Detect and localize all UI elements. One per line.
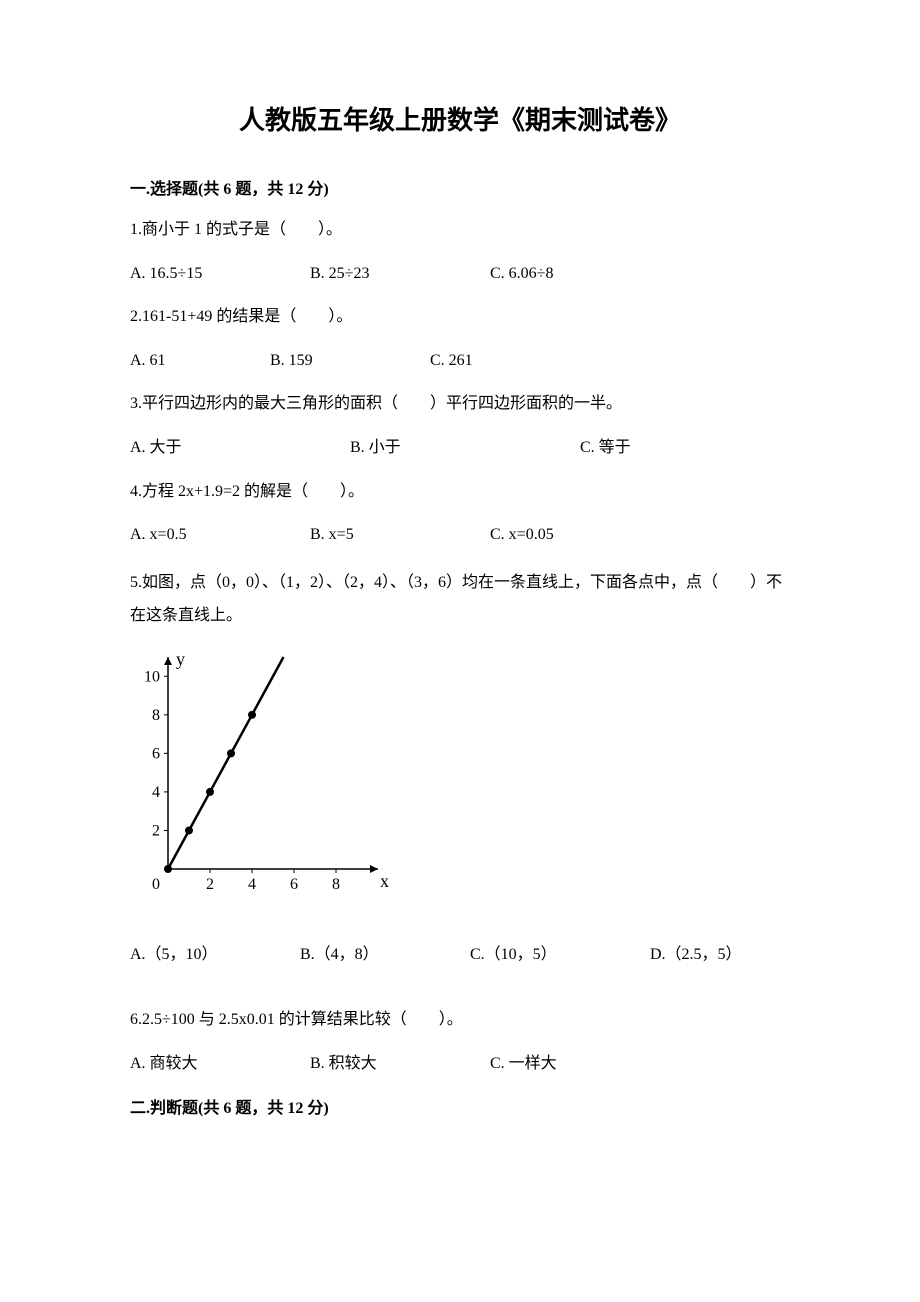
q5-chart: 0 2 4 6 8 2 4 6 8 10 x y <box>130 651 790 912</box>
question-2: 2.161-51+49 的结果是（ ）。 A. 61 B. 159 C. 261 <box>130 304 790 373</box>
q4-text: 4.方程 2x+1.9=2 的解是（ ）。 <box>130 479 790 505</box>
q2-optB: B. 159 <box>270 348 430 374</box>
q6-text: 6.2.5÷100 与 2.5x0.01 的计算结果比较（ ）。 <box>130 1007 790 1033</box>
q3-optC: C. 等于 <box>580 435 631 461</box>
q1-text: 1.商小于 1 的式子是（ ）。 <box>130 217 790 243</box>
q4-optA: A. x=0.5 <box>130 522 310 548</box>
svg-text:0: 0 <box>152 876 160 893</box>
q5-options: A.（5，10） B.（4，8） C.（10，5） D.（2.5，5） <box>130 942 790 968</box>
question-1: 1.商小于 1 的式子是（ ）。 A. 16.5÷15 B. 25÷23 C. … <box>130 217 790 286</box>
q6-optC: C. 一样大 <box>490 1051 557 1077</box>
question-6: 6.2.5÷100 与 2.5x0.01 的计算结果比较（ ）。 A. 商较大 … <box>130 1007 790 1076</box>
question-5: 5.如图，点（0，0）、（1，2）、（2，4）、（3，6）均在一条直线上，下面各… <box>130 566 790 967</box>
q4-optB: B. x=5 <box>310 522 490 548</box>
q6-optB: B. 积较大 <box>310 1051 490 1077</box>
q1-optB: B. 25÷23 <box>310 261 490 287</box>
svg-text:2: 2 <box>152 822 160 839</box>
q5-text: 5.如图，点（0，0）、（1，2）、（2，4）、（3，6）均在一条直线上，下面各… <box>130 566 790 633</box>
page-title: 人教版五年级上册数学《期末测试卷》 <box>130 100 790 137</box>
q5-optA: A.（5，10） <box>130 942 300 968</box>
svg-text:6: 6 <box>152 745 160 762</box>
line-chart-svg: 0 2 4 6 8 2 4 6 8 10 x y <box>130 651 390 903</box>
q1-optA: A. 16.5÷15 <box>130 261 310 287</box>
svg-text:8: 8 <box>332 876 340 893</box>
q2-optA: A. 61 <box>130 348 270 374</box>
svg-text:10: 10 <box>144 668 160 685</box>
q6-options: A. 商较大 B. 积较大 C. 一样大 <box>130 1051 790 1077</box>
q2-text: 2.161-51+49 的结果是（ ）。 <box>130 304 790 330</box>
q3-optA: A. 大于 <box>130 435 350 461</box>
q6-optA: A. 商较大 <box>130 1051 310 1077</box>
q3-optB: B. 小于 <box>350 435 580 461</box>
q5-optB: B.（4，8） <box>300 942 470 968</box>
svg-text:6: 6 <box>290 876 298 893</box>
q1-optC: C. 6.06÷8 <box>490 261 553 287</box>
svg-text:2: 2 <box>206 876 214 893</box>
q4-options: A. x=0.5 B. x=5 C. x=0.05 <box>130 522 790 548</box>
svg-text:8: 8 <box>152 707 160 724</box>
question-3: 3.平行四边形内的最大三角形的面积（ ）平行四边形面积的一半。 A. 大于 B.… <box>130 391 790 460</box>
q5-optD: D.（2.5，5） <box>650 942 742 968</box>
svg-text:y: y <box>176 651 185 669</box>
q3-options: A. 大于 B. 小于 C. 等于 <box>130 435 790 461</box>
question-4: 4.方程 2x+1.9=2 的解是（ ）。 A. x=0.5 B. x=5 C.… <box>130 479 790 548</box>
svg-text:4: 4 <box>248 876 256 893</box>
q4-optC: C. x=0.05 <box>490 522 554 548</box>
svg-text:4: 4 <box>152 784 160 801</box>
section2-header: 二.判断题(共 6 题，共 12 分) <box>130 1094 790 1118</box>
q1-options: A. 16.5÷15 B. 25÷23 C. 6.06÷8 <box>130 261 790 287</box>
section1-header: 一.选择题(共 6 题，共 12 分) <box>130 175 790 199</box>
q2-options: A. 61 B. 159 C. 261 <box>130 348 790 374</box>
svg-text:x: x <box>380 871 389 891</box>
q5-optC: C.（10，5） <box>470 942 650 968</box>
q3-text: 3.平行四边形内的最大三角形的面积（ ）平行四边形面积的一半。 <box>130 391 790 417</box>
q2-optC: C. 261 <box>430 348 473 374</box>
